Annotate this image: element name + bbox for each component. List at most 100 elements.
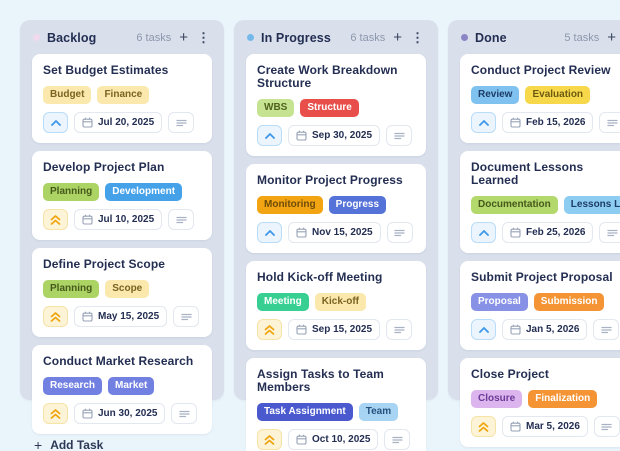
priority-badge[interactable] [43,112,68,133]
column-menu-button[interactable]: ⋮ [411,30,424,45]
priority-badge[interactable] [257,429,282,450]
due-date-badge[interactable]: Feb 25, 2026 [502,222,594,243]
plus-icon: + [34,437,43,451]
due-date-badge[interactable]: Oct 10, 2025 [288,429,379,450]
notes-button[interactable] [599,222,620,243]
tag-scope: Scope [105,280,150,298]
column-header: Done 5 tasks + ⋮ [461,30,620,45]
task-card[interactable]: Close Project Closure Finalization Mar 5,… [460,358,620,447]
task-card[interactable]: Create Work Breakdown Structure WBS Struc… [246,54,426,156]
tag-list: Task Assignment Team [257,403,415,421]
task-card[interactable]: Define Project Scope Planning Scope May 1… [32,248,212,337]
column-header: Backlog 6 tasks + ⋮ [33,30,211,45]
align-left-icon [393,132,405,139]
tag-research: Research [43,377,103,395]
double-chevron-up-icon [50,408,61,419]
task-title: Create Work Breakdown Structure [257,63,398,90]
tag-meeting: Meeting [257,293,309,311]
notes-button[interactable] [386,222,413,243]
priority-badge[interactable] [43,403,68,424]
calendar-icon [296,434,307,445]
notes-button[interactable] [168,209,195,230]
notes-button[interactable] [599,112,620,133]
calendar-icon [82,214,93,225]
due-date-badge[interactable]: Jan 5, 2026 [502,319,588,340]
due-date-badge[interactable]: May 15, 2025 [74,306,168,327]
column-title: In Progress [261,30,331,45]
calendar-icon [296,324,307,335]
priority-badge[interactable] [471,319,496,340]
tag-wbs: WBS [257,99,295,117]
priority-badge[interactable] [257,125,282,146]
double-chevron-up-icon [264,324,275,335]
notes-button[interactable] [384,429,411,450]
due-date-badge[interactable]: Jun 30, 2025 [74,403,166,424]
calendar-icon [296,227,307,238]
tag-evaluation: Evaluation [525,86,591,104]
chevron-up-icon [264,132,275,139]
due-date-badge[interactable]: Nov 15, 2025 [288,222,381,243]
tag-list: Review Evaluation [471,86,620,104]
add-card-button[interactable]: + [393,29,402,46]
chevron-up-icon [478,326,489,333]
tag-progress: Progress [328,196,387,214]
due-date-badge[interactable]: Jul 10, 2025 [74,209,163,230]
card-footer: Jun 30, 2025 [43,403,201,424]
task-card[interactable]: Submit Project Proposal Proposal Submissi… [460,261,620,350]
tag-development: Development [105,183,183,201]
column-task-count: 6 tasks [350,31,386,44]
double-chevron-up-icon [478,421,489,432]
add-task-button[interactable]: + Add Task [32,434,212,451]
task-card[interactable]: Conduct Project Review Review Evaluation … [460,54,620,143]
priority-badge[interactable] [43,209,68,230]
card-list: Create Work Breakdown Structure WBS Struc… [246,54,426,451]
task-card[interactable]: Document Lessons Learned Documentation Le… [460,151,620,253]
notes-button[interactable] [386,319,413,340]
card-footer: Mar 5, 2026 [471,416,620,437]
align-left-icon [601,326,612,333]
tag-planning: Planning [43,280,100,298]
task-card[interactable]: Set Budget Estimates Budget Finance Jul 2… [32,54,212,143]
due-date-badge[interactable]: Sep 15, 2025 [288,319,381,340]
task-card[interactable]: Assign Tasks to Team Members Task Assign… [246,358,426,451]
add-task-button[interactable]: + Add Task [460,447,620,451]
tag-list: WBS Structure [257,99,415,117]
task-title: Hold Kick-off Meeting [257,270,383,284]
tag-closure: Closure [471,390,523,408]
priority-badge[interactable] [471,112,496,133]
due-date-badge[interactable]: Mar 5, 2026 [502,416,588,437]
task-card[interactable]: Monitor Project Progress Monitoring Progr… [246,164,426,253]
due-date-badge[interactable]: Sep 30, 2025 [288,125,381,146]
notes-button[interactable] [171,403,198,424]
notes-button[interactable] [386,125,413,146]
add-card-button[interactable]: + [179,29,188,46]
task-title: Document Lessons Learned [471,160,584,187]
add-task-label: Add Task [50,438,104,451]
priority-badge[interactable] [471,416,496,437]
priority-badge[interactable] [257,222,282,243]
notes-button[interactable] [593,416,620,437]
notes-button[interactable] [593,319,620,340]
tag-list: Planning Scope [43,280,201,298]
notes-button[interactable] [173,306,200,327]
due-date-badge[interactable]: Jul 20, 2025 [74,112,163,133]
task-card[interactable]: Hold Kick-off Meeting Meeting Kick-off Se… [246,261,426,350]
notes-button[interactable] [168,112,195,133]
tag-monitoring: Monitoring [257,196,323,214]
add-card-button[interactable]: + [607,29,616,46]
task-card[interactable]: Conduct Market Research Research Market J… [32,345,212,434]
priority-badge[interactable] [471,222,496,243]
card-list: Conduct Project Review Review Evaluation … [460,54,620,447]
tag-budget: Budget [43,86,92,104]
double-chevron-up-icon [264,434,275,445]
tag-review: Review [471,86,520,104]
due-date-badge[interactable]: Feb 15, 2026 [502,112,594,133]
due-date-text: Sep 30, 2025 [312,130,373,141]
task-title: Define Project Scope [43,257,166,271]
task-card[interactable]: Develop Project Plan Planning Development… [32,151,212,240]
column-menu-button[interactable]: ⋮ [197,30,210,45]
priority-badge[interactable] [43,306,68,327]
tag-documentation: Documentation [471,196,558,214]
priority-badge[interactable] [257,319,282,340]
due-date-text: Feb 25, 2026 [526,227,586,238]
